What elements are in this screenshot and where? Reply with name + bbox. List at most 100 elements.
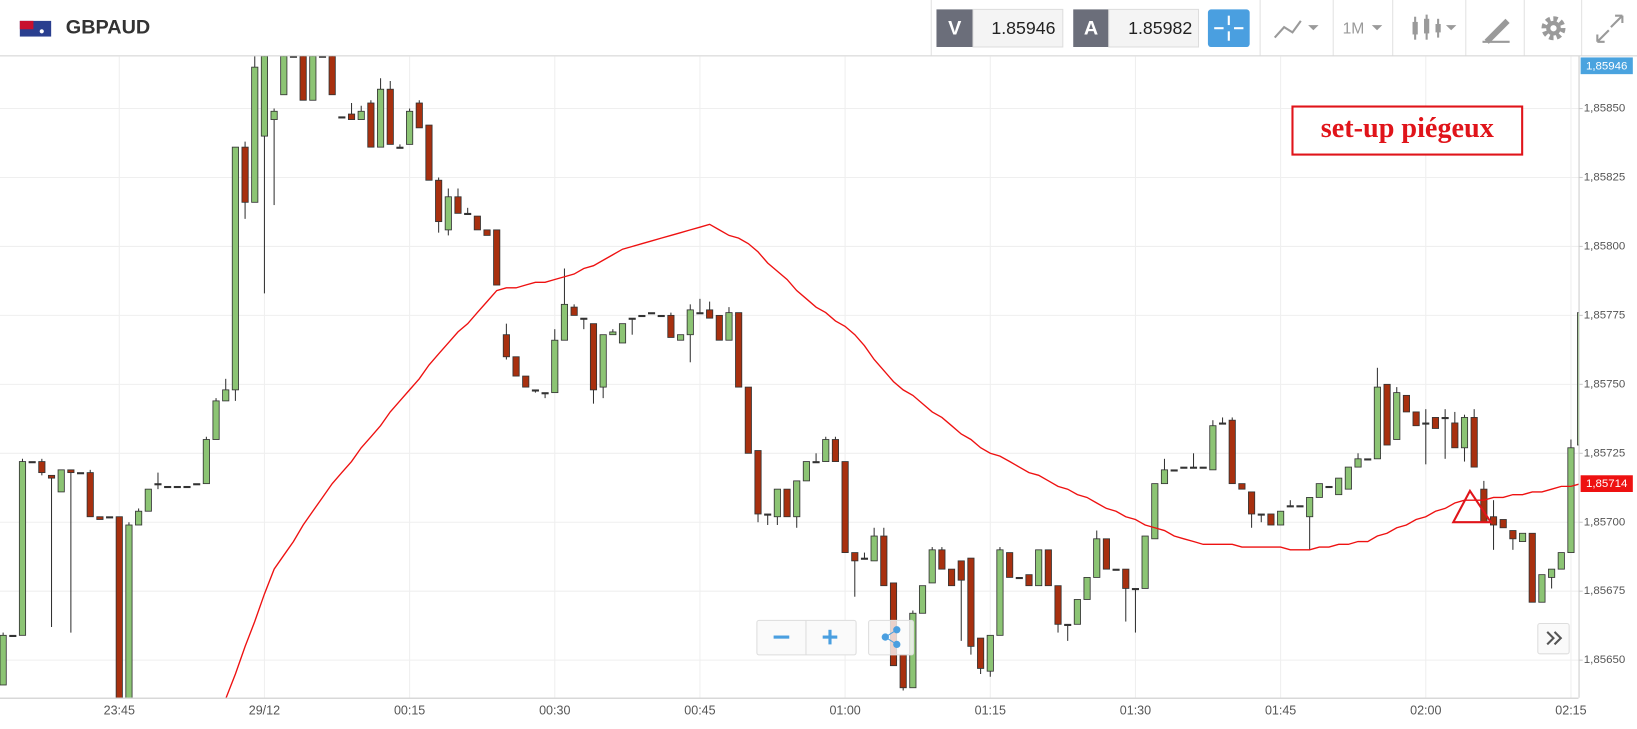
candle-body bbox=[570, 306, 578, 316]
candle-body bbox=[260, 56, 268, 137]
candle-body bbox=[193, 483, 201, 486]
candle-body bbox=[1557, 552, 1565, 570]
candle-body bbox=[957, 560, 965, 581]
bid-price: 1.85946 bbox=[991, 18, 1055, 38]
candle-body bbox=[1160, 469, 1169, 485]
candle-body bbox=[1122, 568, 1130, 589]
grid bbox=[0, 56, 1579, 698]
zoom-in[interactable] bbox=[822, 629, 838, 645]
ask-price: 1.85982 bbox=[1128, 18, 1192, 38]
candle-body bbox=[1083, 576, 1091, 600]
bid-box[interactable] bbox=[972, 8, 1064, 48]
candle-body bbox=[202, 439, 210, 485]
candle-body bbox=[802, 461, 810, 482]
candle-body bbox=[125, 524, 133, 698]
candle-body bbox=[744, 386, 752, 454]
candle-body bbox=[357, 110, 365, 120]
symbol[interactable]: GBPAUD bbox=[66, 16, 150, 38]
draw-button[interactable] bbox=[1482, 18, 1510, 44]
candle-body bbox=[231, 146, 239, 391]
candle-body bbox=[1035, 549, 1043, 587]
candle-body bbox=[1519, 532, 1527, 542]
candle-body bbox=[406, 110, 414, 145]
candle-body bbox=[493, 229, 501, 286]
candle-body bbox=[57, 469, 65, 493]
candle-body bbox=[115, 516, 123, 698]
indicator-button[interactable] bbox=[1273, 20, 1319, 39]
candle-body bbox=[1025, 574, 1033, 587]
candle-body bbox=[1354, 458, 1362, 468]
timeframe[interactable]: 1M bbox=[1343, 20, 1365, 37]
candle-body bbox=[318, 56, 327, 58]
current-price-label: 1,85714 bbox=[1586, 478, 1628, 490]
candle-body bbox=[1315, 483, 1323, 498]
candle-body bbox=[1015, 576, 1023, 580]
x-tick-label: 00:30 bbox=[539, 704, 570, 718]
candle-body bbox=[1480, 488, 1488, 523]
candle-body bbox=[222, 389, 230, 402]
candle-body bbox=[773, 488, 781, 518]
ask-label: A bbox=[1084, 17, 1098, 39]
bid-tag-label: 1,85946 bbox=[1586, 60, 1627, 72]
candle-body bbox=[899, 654, 907, 689]
candle-body bbox=[1248, 491, 1256, 515]
candle-body bbox=[299, 56, 307, 101]
candle-body bbox=[1538, 574, 1546, 603]
candle-body bbox=[1277, 510, 1285, 526]
bid-label: V bbox=[948, 17, 962, 39]
settings-button[interactable] bbox=[1541, 16, 1566, 41]
candle-body bbox=[347, 113, 356, 120]
candle-body bbox=[1141, 535, 1149, 589]
candle-body bbox=[241, 146, 249, 203]
share-button[interactable] bbox=[868, 619, 915, 656]
candle-body bbox=[309, 56, 317, 101]
candle-body bbox=[938, 549, 946, 570]
candle-body bbox=[1509, 530, 1517, 540]
candle-body bbox=[367, 102, 375, 148]
candle-body bbox=[435, 179, 443, 223]
y-tick-label: 1,85750 bbox=[1584, 378, 1625, 390]
candle-body bbox=[1286, 505, 1294, 508]
y-tick-label: 1,85850 bbox=[1584, 103, 1625, 115]
y-tick-label: 1,85725 bbox=[1584, 447, 1625, 459]
scroll-right-icon bbox=[1546, 631, 1563, 646]
candle-body bbox=[0, 634, 7, 686]
candle-body bbox=[454, 196, 462, 214]
candle-body bbox=[386, 88, 394, 145]
candle-body bbox=[444, 196, 452, 231]
candle-body bbox=[793, 480, 801, 518]
fullscreen-button[interactable] bbox=[1596, 14, 1624, 43]
candle-body bbox=[831, 439, 839, 462]
candle-body bbox=[977, 637, 985, 669]
candle-body bbox=[1344, 466, 1352, 490]
chart-type-button[interactable] bbox=[1412, 14, 1457, 40]
candle-body bbox=[1006, 552, 1014, 578]
candle-body bbox=[677, 334, 685, 341]
candle-body bbox=[1093, 538, 1101, 578]
moving-average bbox=[225, 223, 1579, 698]
candle-body bbox=[1073, 599, 1081, 625]
ask-box[interactable] bbox=[1108, 8, 1200, 48]
candle-body bbox=[1422, 422, 1430, 425]
candle-body bbox=[618, 323, 627, 344]
candle-body bbox=[106, 516, 114, 519]
x-tick-label: 00:45 bbox=[684, 704, 715, 718]
toolbar bbox=[0, 0, 1637, 56]
crosshair-button[interactable] bbox=[1207, 9, 1250, 47]
candle-body bbox=[144, 488, 152, 512]
candle-body bbox=[512, 356, 520, 377]
candle-body bbox=[1102, 538, 1110, 570]
candle-body bbox=[338, 116, 346, 119]
candle-body bbox=[483, 229, 491, 236]
candle-body bbox=[67, 469, 75, 474]
y-tick-label: 1,85675 bbox=[1584, 585, 1625, 597]
candle-body bbox=[396, 146, 404, 149]
candle-body bbox=[638, 314, 646, 318]
candle-body bbox=[212, 400, 220, 440]
candle-body bbox=[1228, 419, 1236, 485]
candle-body bbox=[851, 552, 859, 562]
candle-body bbox=[996, 549, 1004, 636]
x-tick-label: 00:15 bbox=[394, 704, 425, 718]
candle-body bbox=[841, 461, 849, 554]
